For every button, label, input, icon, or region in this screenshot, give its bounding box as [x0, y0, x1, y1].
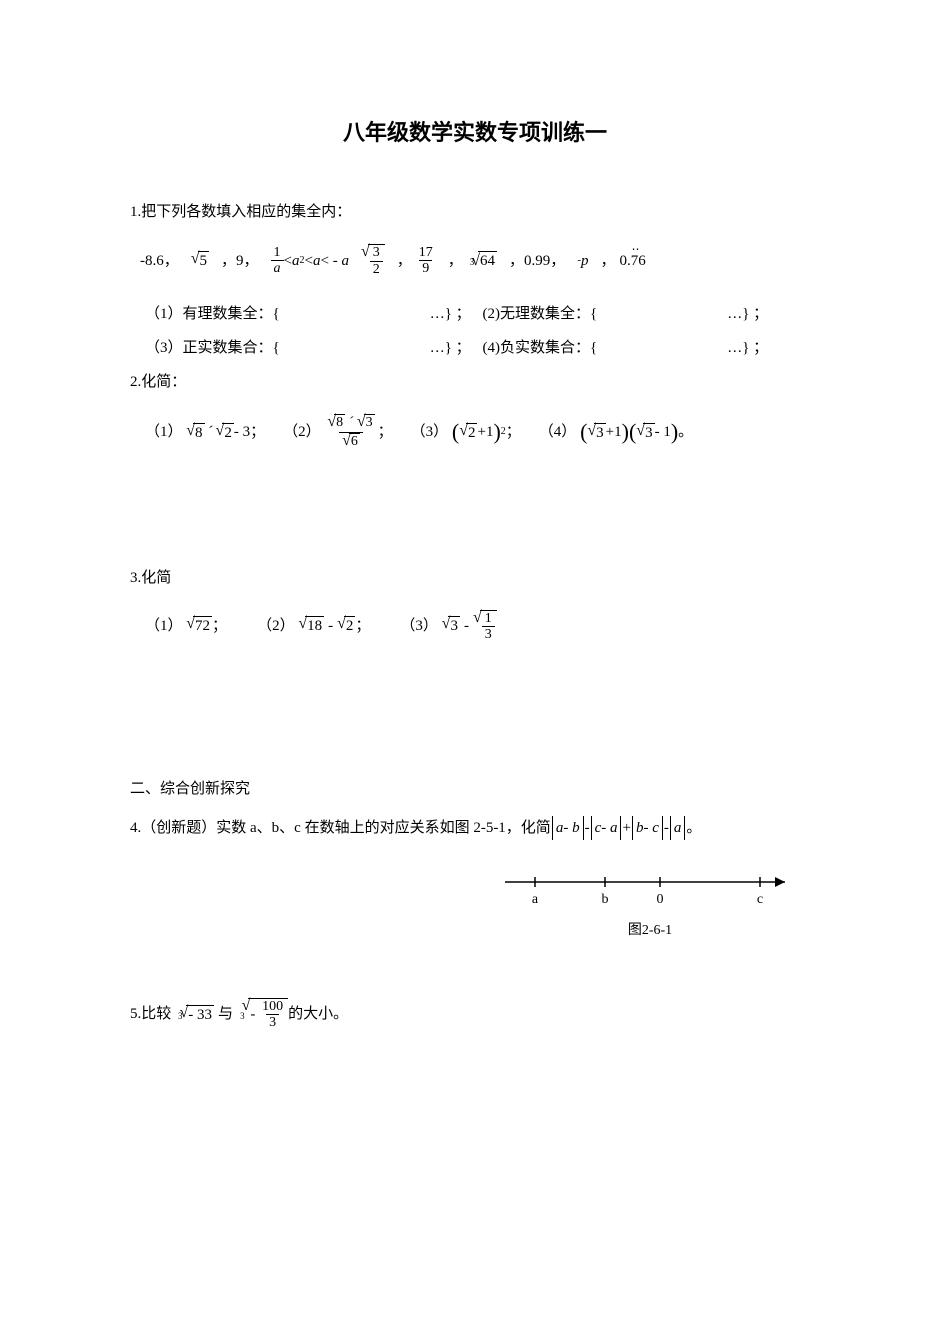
num-neg-p: -p: [577, 249, 588, 273]
p3-i1: （1） √72 ；: [145, 614, 227, 638]
p2-i4: （4） ( √3 +1 )( √3 - 1 ) 。: [539, 420, 693, 444]
problem-2-items: （1） √8 ´ √2 - 3 ； （2） √8 ´ √3 √6 ； （3） (…: [145, 414, 820, 451]
num-076: 0.76: [620, 249, 646, 273]
svg-text:c: c: [757, 892, 763, 907]
p2-i1: （1） √8 ´ √2 - 3 ；: [145, 420, 265, 444]
p3-i2: （2） √18 - √2 ；: [257, 614, 370, 638]
svg-text:0: 0: [657, 892, 664, 907]
num-9: ，9，: [221, 249, 259, 273]
problem-1-text: 1.把下列各数填入相应的集全内：: [130, 200, 820, 224]
number-line-caption: 图2-6-1: [500, 920, 800, 942]
p3-i3: （3） √3 - √13: [400, 610, 496, 643]
problem-3-items: （1） √72 ； （2） √18 - √2 ； （3） √3 - √13: [145, 610, 820, 643]
p2-i2: （2） √8 ´ √3 √6 ；: [283, 414, 393, 451]
num-sqrt-frac32: √32: [361, 244, 385, 277]
set-row-2: （3）正实数集合：{…} ； (4)负实数集合：{…} ；: [145, 336, 820, 360]
svg-text:b: b: [602, 892, 609, 907]
num-frac179: 179: [416, 245, 436, 277]
num-sqrt5: √5: [191, 251, 209, 270]
section-2-header: 二、综合创新探究: [130, 777, 820, 801]
problem-1-numbers: -8.6， √5 ，9， 1a < a2 < a < - a √32 ， 179…: [140, 244, 820, 277]
number-line-svg: a b 0 c: [500, 870, 800, 910]
page-title: 八年级数学实数专项训练一: [130, 115, 820, 150]
svg-text:a: a: [532, 892, 539, 907]
num-cbrt64: 3√64: [467, 251, 497, 270]
problem-4-text: 4.（创新题）实数 a、b、c 在数轴上的对应关系如图 2-5-1，化简 a- …: [130, 816, 820, 840]
num-ineq: 1a < a2 < a < - a: [271, 245, 349, 277]
p2-i3: （3） ( √2 +1 )2 ；: [411, 420, 521, 444]
problem-2-text: 2.化简：: [130, 370, 820, 394]
num-099: ，0.99，: [509, 249, 565, 273]
num-n1: -8.6，: [140, 249, 179, 273]
problem-3-text: 3.化简: [130, 566, 820, 590]
problem-5: 5.比较 3√- 33 与 3√- 1003 的大小。: [130, 998, 820, 1031]
set-row-1: （1）有理数集全：{…} ； (2)无理数集全：{…} ；: [145, 302, 820, 326]
number-line-diagram: a b 0 c 图2-6-1: [500, 870, 800, 942]
